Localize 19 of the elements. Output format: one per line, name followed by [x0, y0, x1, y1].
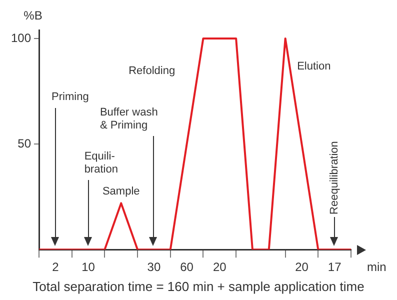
x-axis-title: min	[367, 260, 386, 274]
y-axis-title: %B	[24, 8, 42, 22]
annotation: Equili- bration	[84, 150, 118, 176]
x-tick-label: 20	[295, 260, 309, 274]
x-tick-label: 30	[147, 260, 161, 274]
x-tick-label: 10	[82, 260, 96, 274]
annotation: Elution	[297, 60, 331, 72]
y-tick-label: 100	[10, 30, 32, 45]
x-tick-label: 20	[212, 260, 227, 274]
annotation: Reequilibration	[328, 141, 340, 214]
x-tick-label: 60	[180, 260, 194, 274]
annotation: Sample	[102, 186, 140, 198]
y-tick-label: 50	[18, 136, 32, 150]
x-tick-label: 2	[52, 260, 60, 274]
x-tick-label: 17	[328, 260, 342, 274]
annotation: Priming	[52, 91, 89, 104]
text: Total separation time = 160 min + sample application time	[32, 279, 364, 294]
annotation: Buffer wash & Priming	[100, 106, 158, 132]
annotation: Refolding	[128, 64, 176, 77]
